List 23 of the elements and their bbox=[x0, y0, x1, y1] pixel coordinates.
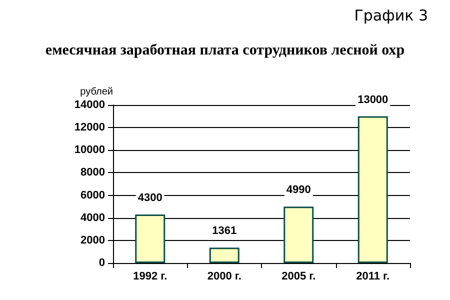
bar bbox=[209, 248, 240, 263]
bar bbox=[284, 206, 314, 263]
x-tick-label: 2005 г. bbox=[282, 270, 316, 282]
y-tick-label: 2000 bbox=[80, 234, 105, 246]
bar bbox=[135, 214, 166, 263]
data-label: 1361 bbox=[212, 225, 237, 238]
chart-title: емесячная заработная плата сотрудников лесной охр bbox=[45, 42, 405, 58]
y-tick-label: 14000 bbox=[74, 99, 105, 111]
y-tick-label: 0 bbox=[98, 257, 105, 269]
data-label: 4990 bbox=[286, 184, 311, 196]
bar bbox=[358, 116, 388, 263]
x-tick-label: 2000 г. bbox=[207, 270, 242, 282]
x-tick-label: 1992 г. bbox=[133, 270, 168, 282]
y-tick-label: 10000 bbox=[74, 144, 105, 156]
y-tick-label: 4000 bbox=[80, 212, 105, 224]
data-label: 4300 bbox=[138, 192, 162, 204]
y-tick-label: 12000 bbox=[74, 122, 105, 134]
y-axis-title: рублей bbox=[80, 86, 113, 98]
x-tick-label: 2011 г. bbox=[356, 270, 390, 282]
data-label: 13000 bbox=[358, 94, 388, 106]
text: График 3 bbox=[354, 6, 428, 24]
y-tick-label: 6000 bbox=[80, 189, 105, 202]
y-tick-label: 8000 bbox=[80, 166, 105, 179]
